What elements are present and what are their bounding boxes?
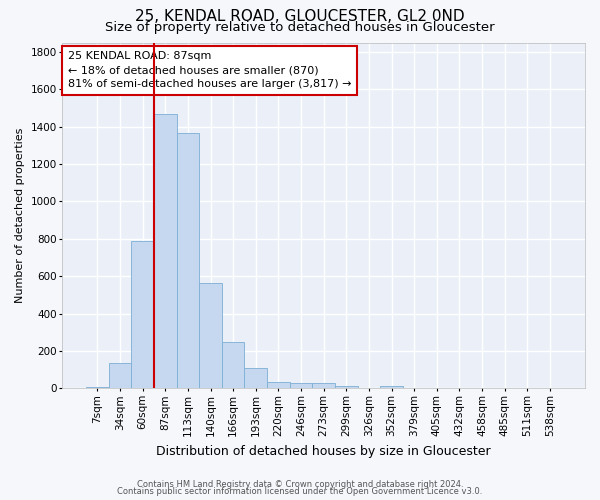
- Bar: [290, 383, 313, 388]
- Bar: [335, 386, 358, 388]
- Bar: [131, 240, 154, 388]
- Text: 25, KENDAL ROAD, GLOUCESTER, GL2 0ND: 25, KENDAL ROAD, GLOUCESTER, GL2 0ND: [135, 9, 465, 24]
- Y-axis label: Number of detached properties: Number of detached properties: [15, 128, 25, 303]
- Bar: [244, 368, 267, 388]
- Bar: [109, 363, 131, 388]
- Bar: [267, 382, 290, 388]
- Bar: [313, 384, 335, 388]
- Text: 25 KENDAL ROAD: 87sqm
← 18% of detached houses are smaller (870)
81% of semi-det: 25 KENDAL ROAD: 87sqm ← 18% of detached …: [68, 51, 351, 89]
- Bar: [199, 283, 222, 389]
- Bar: [380, 386, 403, 388]
- Text: Contains public sector information licensed under the Open Government Licence v3: Contains public sector information licen…: [118, 487, 482, 496]
- Bar: [176, 133, 199, 388]
- Bar: [222, 342, 244, 388]
- Bar: [154, 114, 176, 388]
- Text: Size of property relative to detached houses in Gloucester: Size of property relative to detached ho…: [105, 21, 495, 34]
- X-axis label: Distribution of detached houses by size in Gloucester: Distribution of detached houses by size …: [157, 444, 491, 458]
- Bar: [86, 386, 109, 388]
- Text: Contains HM Land Registry data © Crown copyright and database right 2024.: Contains HM Land Registry data © Crown c…: [137, 480, 463, 489]
